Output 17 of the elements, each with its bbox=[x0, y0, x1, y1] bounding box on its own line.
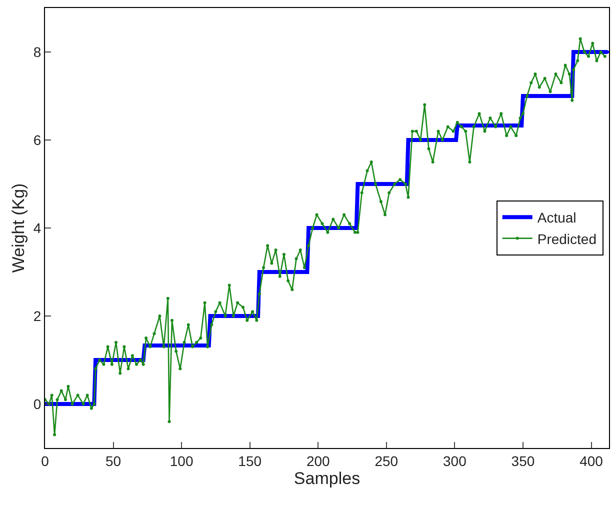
x-tick-label: 400 bbox=[580, 452, 604, 469]
y-tick-label: 8 bbox=[33, 44, 42, 60]
x-tick-label: 100 bbox=[170, 452, 194, 469]
x-tick-label: 250 bbox=[374, 452, 398, 469]
y-tick-label: 2 bbox=[33, 308, 42, 324]
y-axis-title: Weight (Kg) bbox=[8, 183, 28, 273]
y-tick-label: 6 bbox=[33, 132, 42, 148]
x-tick-label: 200 bbox=[306, 452, 330, 469]
y-tick-label: 0 bbox=[33, 396, 42, 412]
x-axis-title: Samples bbox=[294, 468, 360, 488]
x-tick-label: 350 bbox=[511, 452, 535, 469]
y-tick-label: 4 bbox=[33, 220, 42, 236]
x-tick-label: 150 bbox=[238, 452, 262, 469]
legend-label: Actual bbox=[537, 210, 576, 226]
x-tick-label: 300 bbox=[443, 452, 467, 469]
legend-label: Predicted bbox=[537, 230, 597, 247]
x-tick-label: 50 bbox=[105, 452, 122, 469]
